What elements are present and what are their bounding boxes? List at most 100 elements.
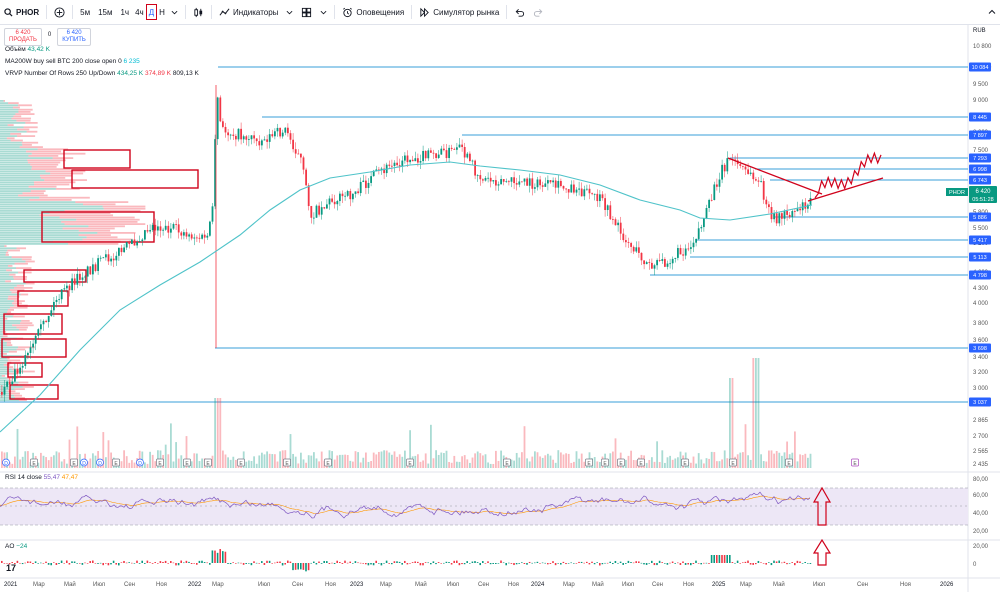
ao-bar: [482, 561, 484, 563]
vrvp-legend[interactable]: VRVP Number Of Rows 250 Up/Down 434,25 K…: [5, 70, 199, 77]
volume-profile-down-bar: [83, 203, 116, 206]
arrow-up-drawing[interactable]: [812, 538, 832, 566]
earnings-badge[interactable]: [183, 458, 191, 467]
sell-button[interactable]: 6 420 ПРОДАТЬ: [4, 28, 42, 46]
candle-body: [8, 381, 11, 385]
candle-body: [580, 188, 583, 197]
moving-average-line[interactable]: [0, 161, 813, 433]
replay-button[interactable]: Симулятор рынка: [415, 2, 503, 22]
earnings-badge[interactable]: [324, 458, 332, 467]
dividend-badge[interactable]: [136, 458, 144, 467]
volume-profile-down-bar: [16, 326, 28, 329]
earnings-badge[interactable]: [70, 458, 78, 467]
volume-profile-down-bar: [39, 174, 72, 177]
candle-body: [224, 126, 227, 133]
earnings-badge[interactable]: [851, 458, 859, 467]
rsi-ma-line[interactable]: [0, 495, 811, 514]
candle-body: [144, 230, 146, 240]
arrow-up-drawing[interactable]: [812, 486, 832, 526]
highlight-box-drawing[interactable]: [17, 290, 69, 307]
ao-bar: [658, 560, 661, 563]
highlight-box-drawing[interactable]: [63, 149, 131, 169]
add-symbol-button[interactable]: [50, 2, 69, 22]
volume-profile-down-bar: [88, 225, 125, 228]
alerts-button[interactable]: Оповещения: [338, 2, 408, 22]
highlight-box-drawing[interactable]: [3, 313, 63, 335]
earnings-badge[interactable]: [729, 458, 737, 467]
earnings-badge[interactable]: [406, 458, 414, 467]
volume-profile-down-bar: [49, 212, 111, 214]
level-price-label: 4 798: [973, 273, 987, 279]
buy-button[interactable]: 6 420 КУПИТЬ: [57, 28, 91, 46]
volume-bar: [362, 457, 365, 468]
volume-bar: [450, 462, 453, 468]
ao-bar: [112, 560, 115, 563]
trendline-drawing[interactable]: [727, 157, 823, 195]
symbol-search[interactable]: PHOR: [0, 2, 43, 22]
volume-profile-down-bar: [8, 379, 13, 382]
earnings-badge[interactable]: [785, 458, 793, 467]
ao-legend[interactable]: AO −24: [5, 543, 27, 550]
candle-body: [744, 166, 747, 170]
layout-dropdown[interactable]: [316, 2, 331, 22]
earnings-badge[interactable]: [503, 458, 511, 467]
ao-bar: [107, 563, 110, 566]
dividend-badge[interactable]: [2, 458, 10, 467]
interval-4h[interactable]: 4ч: [135, 7, 144, 17]
volume-bar: [539, 456, 541, 468]
highlight-box-drawing[interactable]: [41, 211, 155, 243]
undo-button[interactable]: [510, 2, 529, 22]
interval-day[interactable]: Д: [145, 4, 158, 20]
ma-legend[interactable]: MA200W buy sell BTC 200 close open 0 6 2…: [5, 58, 140, 65]
redo-button[interactable]: [529, 2, 548, 22]
layout-button[interactable]: [297, 2, 316, 22]
indicators-button[interactable]: Индикаторы: [215, 2, 282, 22]
candle-body: [68, 285, 71, 291]
highlight-box-drawing[interactable]: [71, 169, 199, 189]
volume-legend[interactable]: Объём 43,42 K: [5, 46, 50, 53]
earnings-badge[interactable]: [30, 458, 38, 467]
highlight-box-drawing[interactable]: [9, 384, 59, 400]
ao-bar: [575, 563, 578, 564]
interval-dropdown[interactable]: [167, 2, 182, 22]
ao-bar: [42, 563, 45, 564]
earnings-badge[interactable]: [283, 458, 291, 467]
candle-body: [437, 154, 440, 158]
rsi-legend[interactable]: RSI 14 close 55,47 47,47: [5, 474, 78, 481]
candle-body: [315, 205, 318, 218]
volume-bar: [497, 460, 500, 468]
tradingview-logo[interactable]: 17: [6, 563, 16, 573]
ao-bar: [513, 563, 515, 566]
earnings-badge[interactable]: [204, 458, 212, 467]
indicator-templates-dropdown[interactable]: [282, 2, 297, 22]
volume-bar: [500, 450, 502, 468]
volume-bar: [92, 453, 94, 468]
ao-bar: [794, 563, 796, 566]
candle-body: [185, 232, 188, 237]
bar-style-button[interactable]: [189, 2, 208, 22]
earnings-badge[interactable]: [237, 458, 245, 467]
volume-bar: [427, 463, 430, 468]
earnings-badge[interactable]: [637, 458, 645, 467]
trendline-drawing[interactable]: [807, 177, 884, 202]
highlight-box-drawing[interactable]: [23, 269, 87, 283]
forecast-path-drawing[interactable]: [814, 151, 882, 199]
interval-5m[interactable]: 5м: [80, 7, 91, 17]
collapse-toolbar-button[interactable]: [984, 2, 1000, 22]
interval-week[interactable]: Н: [159, 7, 165, 17]
candle-body: [120, 247, 123, 253]
rsi-line[interactable]: [0, 491, 811, 519]
earnings-badge[interactable]: [112, 458, 120, 467]
earnings-badge[interactable]: [601, 458, 609, 467]
earnings-badge[interactable]: [617, 458, 625, 467]
candle-body: [133, 239, 136, 246]
interval-1h[interactable]: 1ч: [120, 7, 130, 17]
highlight-box-drawing[interactable]: [1, 338, 67, 358]
earnings-badge[interactable]: [156, 458, 164, 467]
interval-15m[interactable]: 15м: [98, 7, 113, 17]
dividend-badge[interactable]: [96, 458, 104, 467]
earnings-badge[interactable]: [585, 458, 593, 467]
earnings-badge[interactable]: [681, 458, 689, 467]
dividend-badge[interactable]: [80, 458, 88, 467]
